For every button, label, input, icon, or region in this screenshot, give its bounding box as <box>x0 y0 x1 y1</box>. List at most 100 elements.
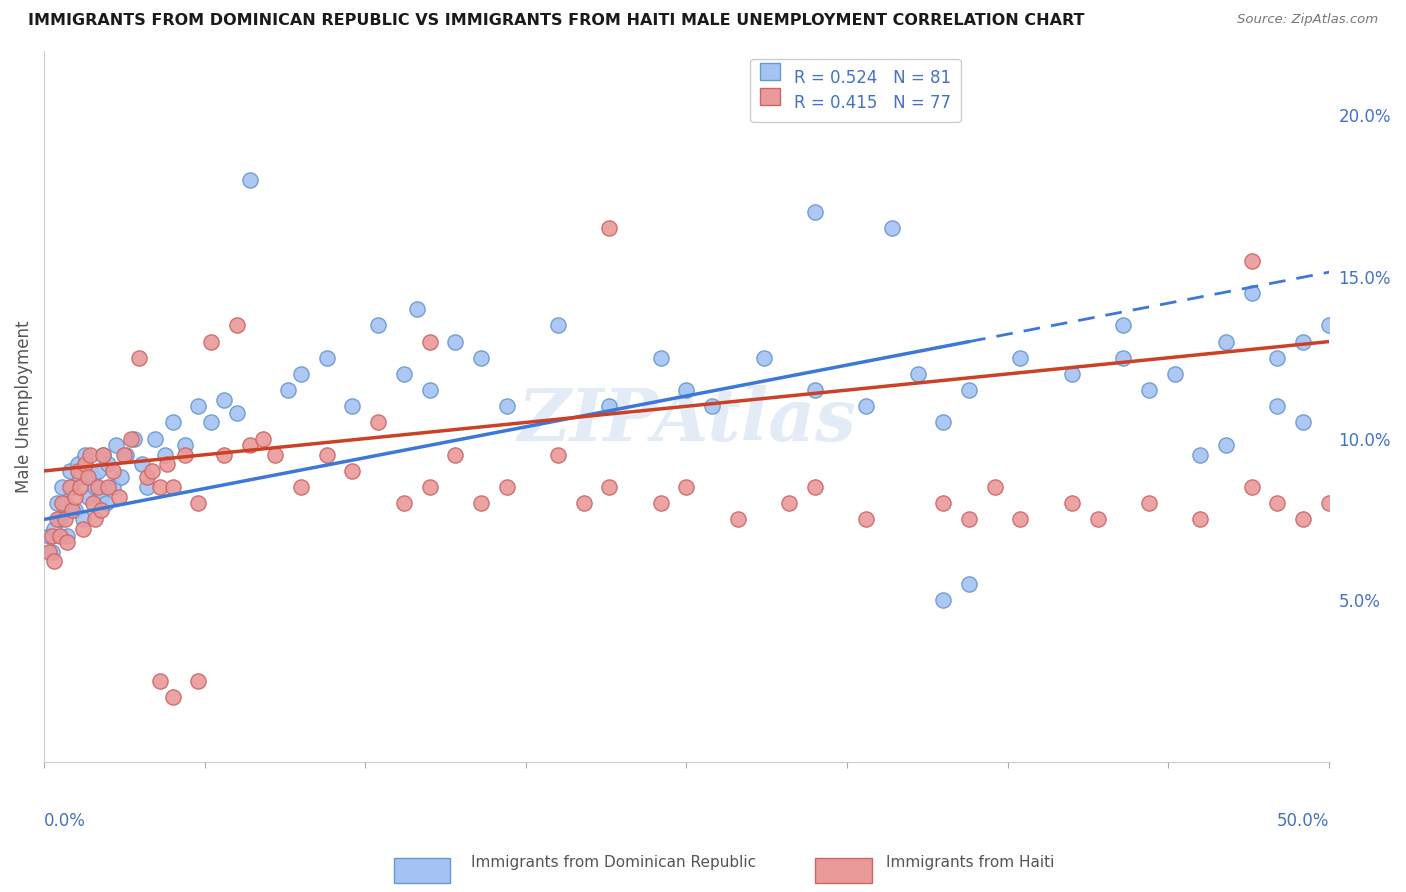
Point <box>342 464 364 478</box>
Point <box>187 674 209 689</box>
Point <box>572 496 595 510</box>
Point <box>907 367 929 381</box>
Point <box>252 432 274 446</box>
Point <box>107 490 129 504</box>
Point <box>855 512 877 526</box>
Point <box>143 432 166 446</box>
Point <box>103 464 125 478</box>
Point <box>315 351 337 365</box>
Point <box>598 221 620 235</box>
Point <box>880 221 903 235</box>
Point <box>84 480 107 494</box>
Point <box>212 392 235 407</box>
Point <box>174 448 197 462</box>
Point <box>1010 351 1032 365</box>
Point <box>44 522 66 536</box>
Point <box>115 448 138 462</box>
Point <box>932 416 955 430</box>
Point <box>149 674 172 689</box>
Text: ZIPAtlas: ZIPAtlas <box>517 385 856 456</box>
Point <box>1267 351 1289 365</box>
Point <box>162 480 184 494</box>
Point <box>1189 448 1212 462</box>
Point <box>367 416 389 430</box>
Point <box>984 480 1007 494</box>
Point <box>187 496 209 510</box>
Point <box>162 416 184 430</box>
Point <box>38 528 60 542</box>
Point <box>162 690 184 705</box>
Point <box>675 383 697 397</box>
Point <box>778 496 800 510</box>
Point <box>1137 496 1160 510</box>
Point <box>957 383 980 397</box>
Point <box>69 480 91 494</box>
Point <box>495 399 517 413</box>
Point <box>547 448 569 462</box>
Point <box>392 367 415 381</box>
Point <box>1215 438 1237 452</box>
Point <box>121 432 143 446</box>
Text: 0.0%: 0.0% <box>44 812 86 830</box>
Point <box>72 512 94 526</box>
Point <box>444 448 467 462</box>
Point <box>1112 318 1135 333</box>
Point <box>727 512 749 526</box>
Point <box>1317 496 1340 510</box>
Point <box>60 480 83 494</box>
Point <box>444 334 467 349</box>
Point <box>598 480 620 494</box>
Point <box>90 502 112 516</box>
Point <box>51 496 73 510</box>
Point <box>97 480 120 494</box>
Point <box>1240 286 1263 301</box>
Point <box>153 448 176 462</box>
Point <box>90 490 112 504</box>
Point <box>932 496 955 510</box>
Text: 50.0%: 50.0% <box>1277 812 1329 830</box>
Legend: R = 0.524   N = 81, R = 0.415   N = 77: R = 0.524 N = 81, R = 0.415 N = 77 <box>751 59 960 122</box>
Point <box>84 512 107 526</box>
Point <box>51 480 73 494</box>
Point <box>66 464 89 478</box>
Point <box>56 535 79 549</box>
Point <box>131 458 153 472</box>
Point <box>41 545 63 559</box>
Point <box>212 448 235 462</box>
Point <box>932 593 955 607</box>
Point <box>41 528 63 542</box>
Point <box>200 416 222 430</box>
Point <box>1267 399 1289 413</box>
Point <box>141 464 163 478</box>
Point <box>1060 496 1083 510</box>
Point <box>135 480 157 494</box>
Point <box>79 448 101 462</box>
Point <box>1163 367 1185 381</box>
Point <box>59 464 82 478</box>
Point <box>804 383 827 397</box>
Point <box>63 502 86 516</box>
Point <box>1060 367 1083 381</box>
Point <box>650 496 672 510</box>
Point <box>239 173 262 187</box>
Point <box>392 496 415 510</box>
Text: Immigrants from Dominican Republic: Immigrants from Dominican Republic <box>471 855 756 870</box>
Point <box>277 383 299 397</box>
Text: IMMIGRANTS FROM DOMINICAN REPUBLIC VS IMMIGRANTS FROM HAITI MALE UNEMPLOYMENT CO: IMMIGRANTS FROM DOMINICAN REPUBLIC VS IM… <box>28 13 1084 29</box>
Point <box>1087 512 1109 526</box>
Point <box>1292 334 1315 349</box>
Point <box>675 480 697 494</box>
Point <box>76 490 98 504</box>
Point <box>44 554 66 568</box>
Point <box>418 334 440 349</box>
Point <box>112 448 135 462</box>
Point <box>46 496 69 510</box>
Point <box>1010 512 1032 526</box>
Point <box>1215 334 1237 349</box>
Point <box>82 470 104 484</box>
Point <box>60 502 83 516</box>
Point <box>122 432 145 446</box>
Point <box>91 448 114 462</box>
Point <box>804 205 827 219</box>
Point <box>547 318 569 333</box>
